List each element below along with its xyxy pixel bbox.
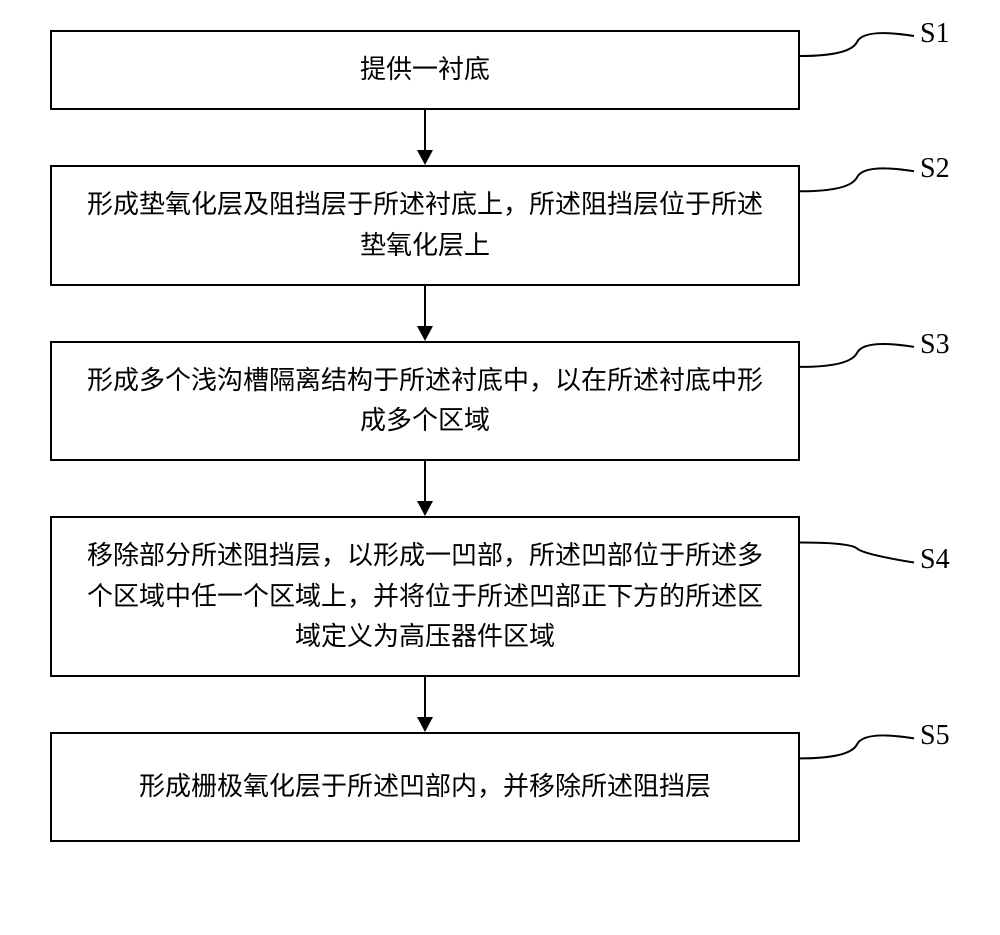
- step-label-s5: S5: [920, 720, 950, 752]
- connector-s5: [0, 0, 1000, 935]
